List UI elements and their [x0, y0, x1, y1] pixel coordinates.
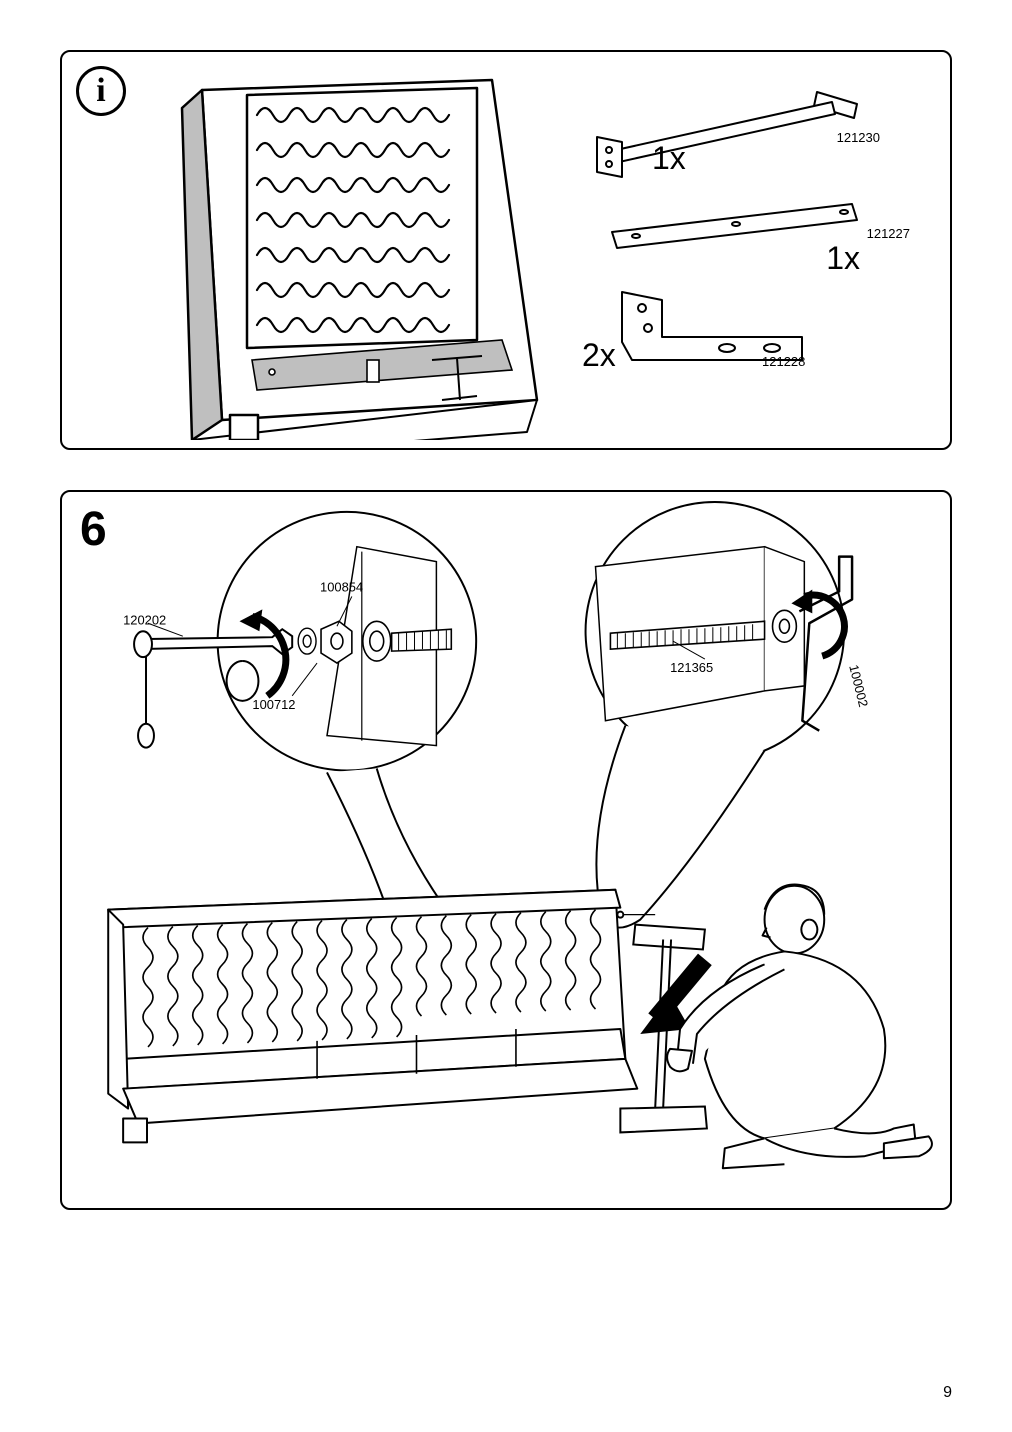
callout-code-100712: 100712 — [252, 697, 295, 712]
part-icon-tbar — [572, 82, 872, 182]
part-qty-121227: 1x — [826, 240, 860, 277]
detail-left — [134, 512, 476, 771]
part-code-121228: 121228 — [762, 354, 805, 369]
info-illustration-sofa — [132, 60, 562, 440]
detail-right — [586, 502, 853, 761]
info-glyph: i — [96, 72, 105, 109]
part-row-121228: 2x 121228 — [572, 282, 920, 382]
step-illustration: 120202 100854 100712 — [62, 492, 950, 1208]
part-row-121227: 1x 121227 — [572, 192, 920, 282]
assembly-page: i — [0, 0, 1012, 1432]
part-qty-121230: 1x — [652, 140, 686, 177]
part-code-121227: 121227 — [867, 226, 910, 241]
part-qty-121228: 2x — [582, 337, 616, 374]
info-icon: i — [76, 66, 126, 116]
callout-code-120202: 120202 — [123, 612, 166, 627]
part-code-121230: 121230 — [837, 130, 880, 145]
part-row-121230: 1x 121230 — [572, 82, 920, 192]
info-panel: i — [60, 50, 952, 450]
callout-code-121365: 121365 — [670, 660, 713, 675]
step-number: 6 — [80, 502, 107, 557]
callout-code-100002: 100002 — [846, 663, 871, 708]
step-panel: 6 — [60, 490, 952, 1210]
page-number: 9 — [943, 1384, 952, 1402]
main-sofa-frame — [108, 890, 637, 1143]
callout-code-100854: 100854 — [320, 579, 363, 594]
parts-list: 1x 121230 1x 121227 — [562, 52, 950, 448]
